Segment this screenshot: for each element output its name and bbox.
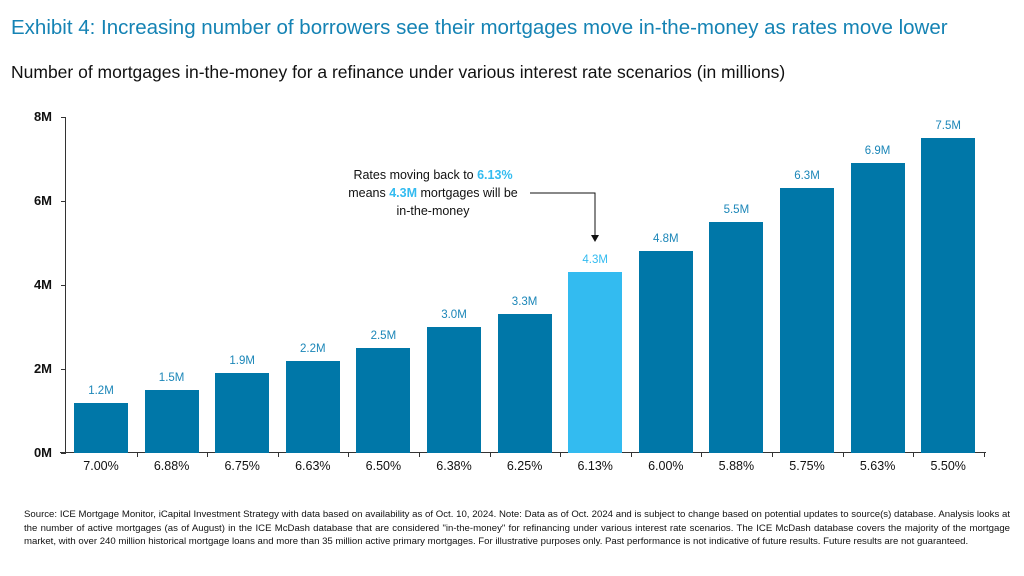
x-tick-label: 5.50%	[930, 459, 966, 473]
x-tick-label: 6.00%	[648, 459, 684, 473]
bar-value-label: 3.0M	[441, 309, 467, 321]
x-tick	[701, 452, 703, 457]
y-tick-label: 8M	[33, 109, 52, 124]
x-tick-label: 5.75%	[789, 459, 825, 473]
bar	[921, 138, 976, 453]
x-tick-label: 5.63%	[859, 459, 896, 473]
source-footnote: Source: ICE Mortgage Monitor, iCapital I…	[24, 509, 1010, 547]
bar	[709, 222, 764, 453]
x-tick-label: 5.88%	[718, 459, 755, 473]
bar-value-label: 7.5M	[935, 120, 961, 132]
x-tick-label: 6.88%	[153, 459, 190, 473]
x-tick	[630, 452, 632, 457]
bar-value-label: 1.5M	[158, 372, 185, 384]
x-tick	[419, 452, 420, 457]
bar-value-label: 2.5M	[370, 330, 397, 342]
bar-value-label: 4.8M	[653, 233, 679, 246]
bar	[215, 373, 270, 453]
annotation-text: in-the-money	[396, 204, 470, 218]
x-tick-label: 6.38%	[436, 459, 472, 473]
x-tick-label: 6.75%	[224, 459, 260, 473]
bar	[356, 348, 411, 453]
bar-value-label: 3.3M	[511, 296, 538, 309]
bar-value-label: 4.3M	[582, 254, 608, 267]
y-tick-label: 2M	[33, 361, 52, 376]
bar	[780, 188, 834, 453]
bar	[497, 314, 552, 453]
x-tick	[489, 452, 491, 457]
x-tick-label: 7.00%	[83, 459, 119, 473]
bar-chart: 0M 2M 4M 6M 8M 1.2M 7.00% 1.5M 6.88% 1.9M 6.75% 2.2…	[33, 109, 986, 473]
bar-value-label: 1.9M	[229, 355, 255, 368]
x-tick	[913, 452, 915, 457]
annotation-text: mortgages will be	[417, 186, 518, 200]
bar	[74, 402, 128, 453]
annotation-text: Rates moving back to	[353, 168, 478, 182]
annotation-count-highlight: 4.3M	[389, 186, 418, 200]
x-tick-label: 6.63%	[295, 459, 331, 473]
bar	[850, 163, 905, 453]
bar-value-label: 5.5M	[723, 204, 750, 216]
y-tick	[61, 117, 66, 118]
bar-value-label: 2.2M	[300, 342, 326, 355]
x-tick-label: 6.13%	[577, 459, 613, 473]
bar-highlighted	[568, 272, 623, 453]
chart-subtitle: Number of mortgages in-the-money for a r…	[11, 62, 786, 82]
y-tick-label: 4M	[33, 277, 52, 292]
y-tick-label: 0M	[33, 445, 52, 460]
y-tick	[61, 285, 66, 286]
x-tick-label: 6.25%	[506, 459, 543, 473]
annotation-text: means	[348, 186, 390, 200]
x-tick	[348, 452, 350, 457]
x-tick	[207, 452, 209, 457]
bar-value-label: 6.3M	[794, 170, 820, 183]
y-tick	[61, 201, 66, 202]
x-tick	[983, 452, 985, 457]
bar-value-label: 1.2M	[88, 384, 114, 397]
annotation-callout: Rates moving back to 6.13% means 4.3M mo…	[338, 166, 528, 220]
y-tick	[61, 453, 66, 454]
x-tick	[136, 452, 138, 457]
x-tick-label: 6.50%	[365, 459, 402, 473]
x-tick	[772, 452, 773, 457]
y-tick-label: 6M	[33, 193, 52, 208]
bar	[285, 360, 340, 453]
bar	[144, 390, 199, 453]
annotation-rate-highlight: 6.13%	[477, 168, 513, 182]
bar-value-label: 6.9M	[864, 145, 891, 158]
x-tick	[277, 452, 279, 457]
chart-title: Exhibit 4: Increasing number of borrower…	[11, 16, 948, 39]
y-tick	[61, 369, 66, 370]
x-tick	[560, 452, 562, 457]
x-tick	[842, 452, 844, 457]
bar	[427, 327, 481, 453]
bar	[638, 251, 693, 453]
